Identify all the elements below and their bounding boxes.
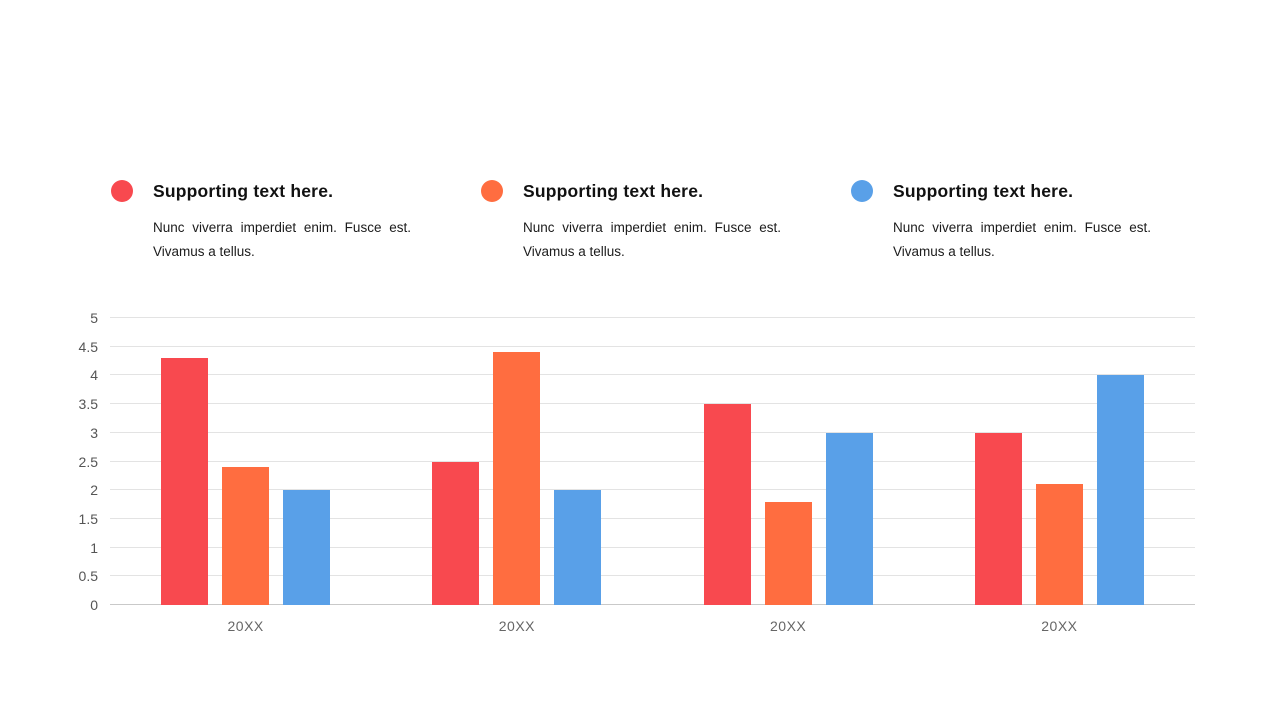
category-group-2: 20XX <box>381 318 652 634</box>
bar-orange-series-group-1 <box>222 467 270 605</box>
gridline <box>110 489 1195 491</box>
gridline <box>110 460 1195 462</box>
bar-red-series-group-1 <box>161 358 209 605</box>
bar-blue-series-group-3 <box>825 432 873 605</box>
legend-body: Nunc viverra imperdiet enim. Fusce est. … <box>523 216 781 264</box>
bar-blue-series-group-2 <box>554 490 602 605</box>
category-group-3: 20XX <box>653 318 924 634</box>
category-group-4: 20XX <box>924 318 1195 634</box>
legend-body-line-1: Nunc viverra imperdiet enim. Fusce est. <box>153 220 411 235</box>
category-group-1: 20XX <box>110 318 381 634</box>
legend-text-block: Supporting text here. Nunc viverra imper… <box>153 180 441 264</box>
legend-title: Supporting text here. <box>523 181 704 201</box>
y-axis-tick-label: 2 <box>90 482 98 499</box>
legend-body-line-1: Nunc viverra imperdiet enim. Fusce est. <box>523 220 781 235</box>
bar-blue-series-group-1 <box>283 490 331 605</box>
bar-red-series-group-4 <box>974 432 1022 605</box>
gridline <box>110 403 1195 405</box>
gridline <box>110 517 1195 519</box>
legend-body-line-2: Vivamus a tellus. <box>893 244 995 259</box>
gridline <box>110 345 1195 347</box>
bar-blue-series-group-4 <box>1096 375 1144 605</box>
legend-title: Supporting text here. <box>153 181 334 201</box>
legend-body-line-1: Nunc viverra imperdiet enim. Fusce est. <box>893 220 1151 235</box>
legend-item-orange: Supporting text here. Nunc viverra imper… <box>481 180 811 264</box>
legend-item-blue: Supporting text here. Nunc viverra imper… <box>851 180 1181 264</box>
grouped-bar-chart: 0 0.5 1 1.5 2 2.5 3 3.5 4 4.5 5 20XX 20XX 20XX 20XX <box>79 310 1195 634</box>
y-axis-tick-label: 3.5 <box>78 396 98 413</box>
red-circle-icon <box>111 180 133 202</box>
y-axis-tick-label: 4 <box>90 367 98 384</box>
legend-item-red: Supporting text here. Nunc viverra imper… <box>111 180 441 264</box>
y-axis-tick-label: 3 <box>90 424 98 441</box>
blue-circle-icon <box>851 180 873 202</box>
gridline <box>110 575 1195 577</box>
gridline <box>110 317 1195 318</box>
bar-orange-series-group-3 <box>764 501 812 605</box>
y-axis-tick-label: 0.5 <box>78 568 98 585</box>
legend-body-line-2: Vivamus a tellus. <box>523 244 625 259</box>
gridline <box>110 546 1195 548</box>
legend-text-block: Supporting text here. Nunc viverra imper… <box>893 180 1181 264</box>
gridline <box>110 374 1195 376</box>
y-axis-tick-label: 0 <box>90 597 98 613</box>
legend-body: Nunc viverra imperdiet enim. Fusce est. … <box>153 216 411 264</box>
bar-orange-series-group-4 <box>1035 484 1083 605</box>
y-axis-tick-label: 5 <box>90 310 98 326</box>
bar-orange-series-group-2 <box>493 352 541 605</box>
bar-red-series-group-2 <box>432 461 480 605</box>
y-axis-tick-label: 2.5 <box>78 453 98 470</box>
bar-red-series-group-3 <box>703 404 751 605</box>
x-axis-category-label: 20XX <box>770 618 807 634</box>
orange-circle-icon <box>481 180 503 202</box>
legend-title: Supporting text here. <box>893 181 1074 201</box>
x-axis-baseline <box>110 604 1195 605</box>
legend-text-block: Supporting text here. Nunc viverra imper… <box>523 180 811 264</box>
y-axis-tick-label: 1.5 <box>78 510 98 527</box>
x-axis-category-label: 20XX <box>227 618 264 634</box>
x-axis-category-label: 20XX <box>498 618 535 634</box>
gridline <box>110 431 1195 433</box>
legend-body: Nunc viverra imperdiet enim. Fusce est. … <box>893 216 1151 264</box>
y-axis-tick-label: 4.5 <box>78 338 98 355</box>
y-axis-tick-label: 1 <box>90 539 98 556</box>
x-axis-category-label: 20XX <box>1041 618 1078 634</box>
legend-body-line-2: Vivamus a tellus. <box>153 244 255 259</box>
